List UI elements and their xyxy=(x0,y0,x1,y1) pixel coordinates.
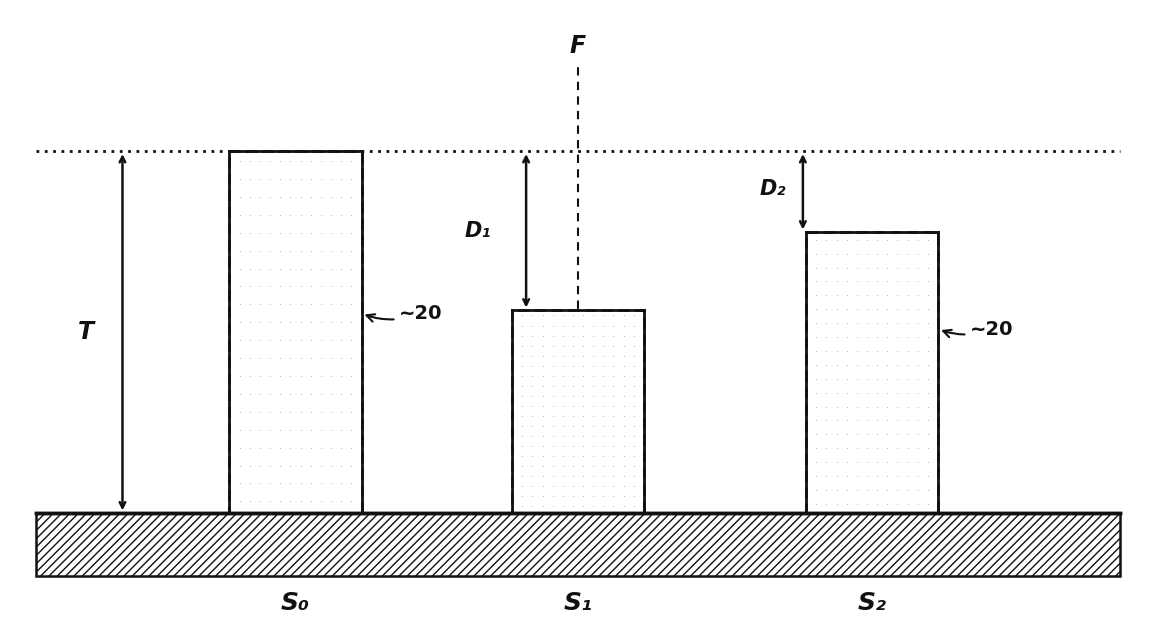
Text: D₂: D₂ xyxy=(759,179,786,199)
Bar xyxy=(36,514,1120,576)
Text: F: F xyxy=(570,34,586,58)
Text: S₁: S₁ xyxy=(563,591,593,615)
Text: ~20: ~20 xyxy=(943,320,1014,339)
Bar xyxy=(806,233,939,514)
Text: D₁: D₁ xyxy=(465,221,491,241)
Text: ~20: ~20 xyxy=(366,304,443,323)
Text: T: T xyxy=(77,320,94,344)
Bar xyxy=(512,310,644,514)
Bar xyxy=(229,151,362,514)
Text: S₂: S₂ xyxy=(858,591,887,615)
Text: S₀: S₀ xyxy=(281,591,310,615)
